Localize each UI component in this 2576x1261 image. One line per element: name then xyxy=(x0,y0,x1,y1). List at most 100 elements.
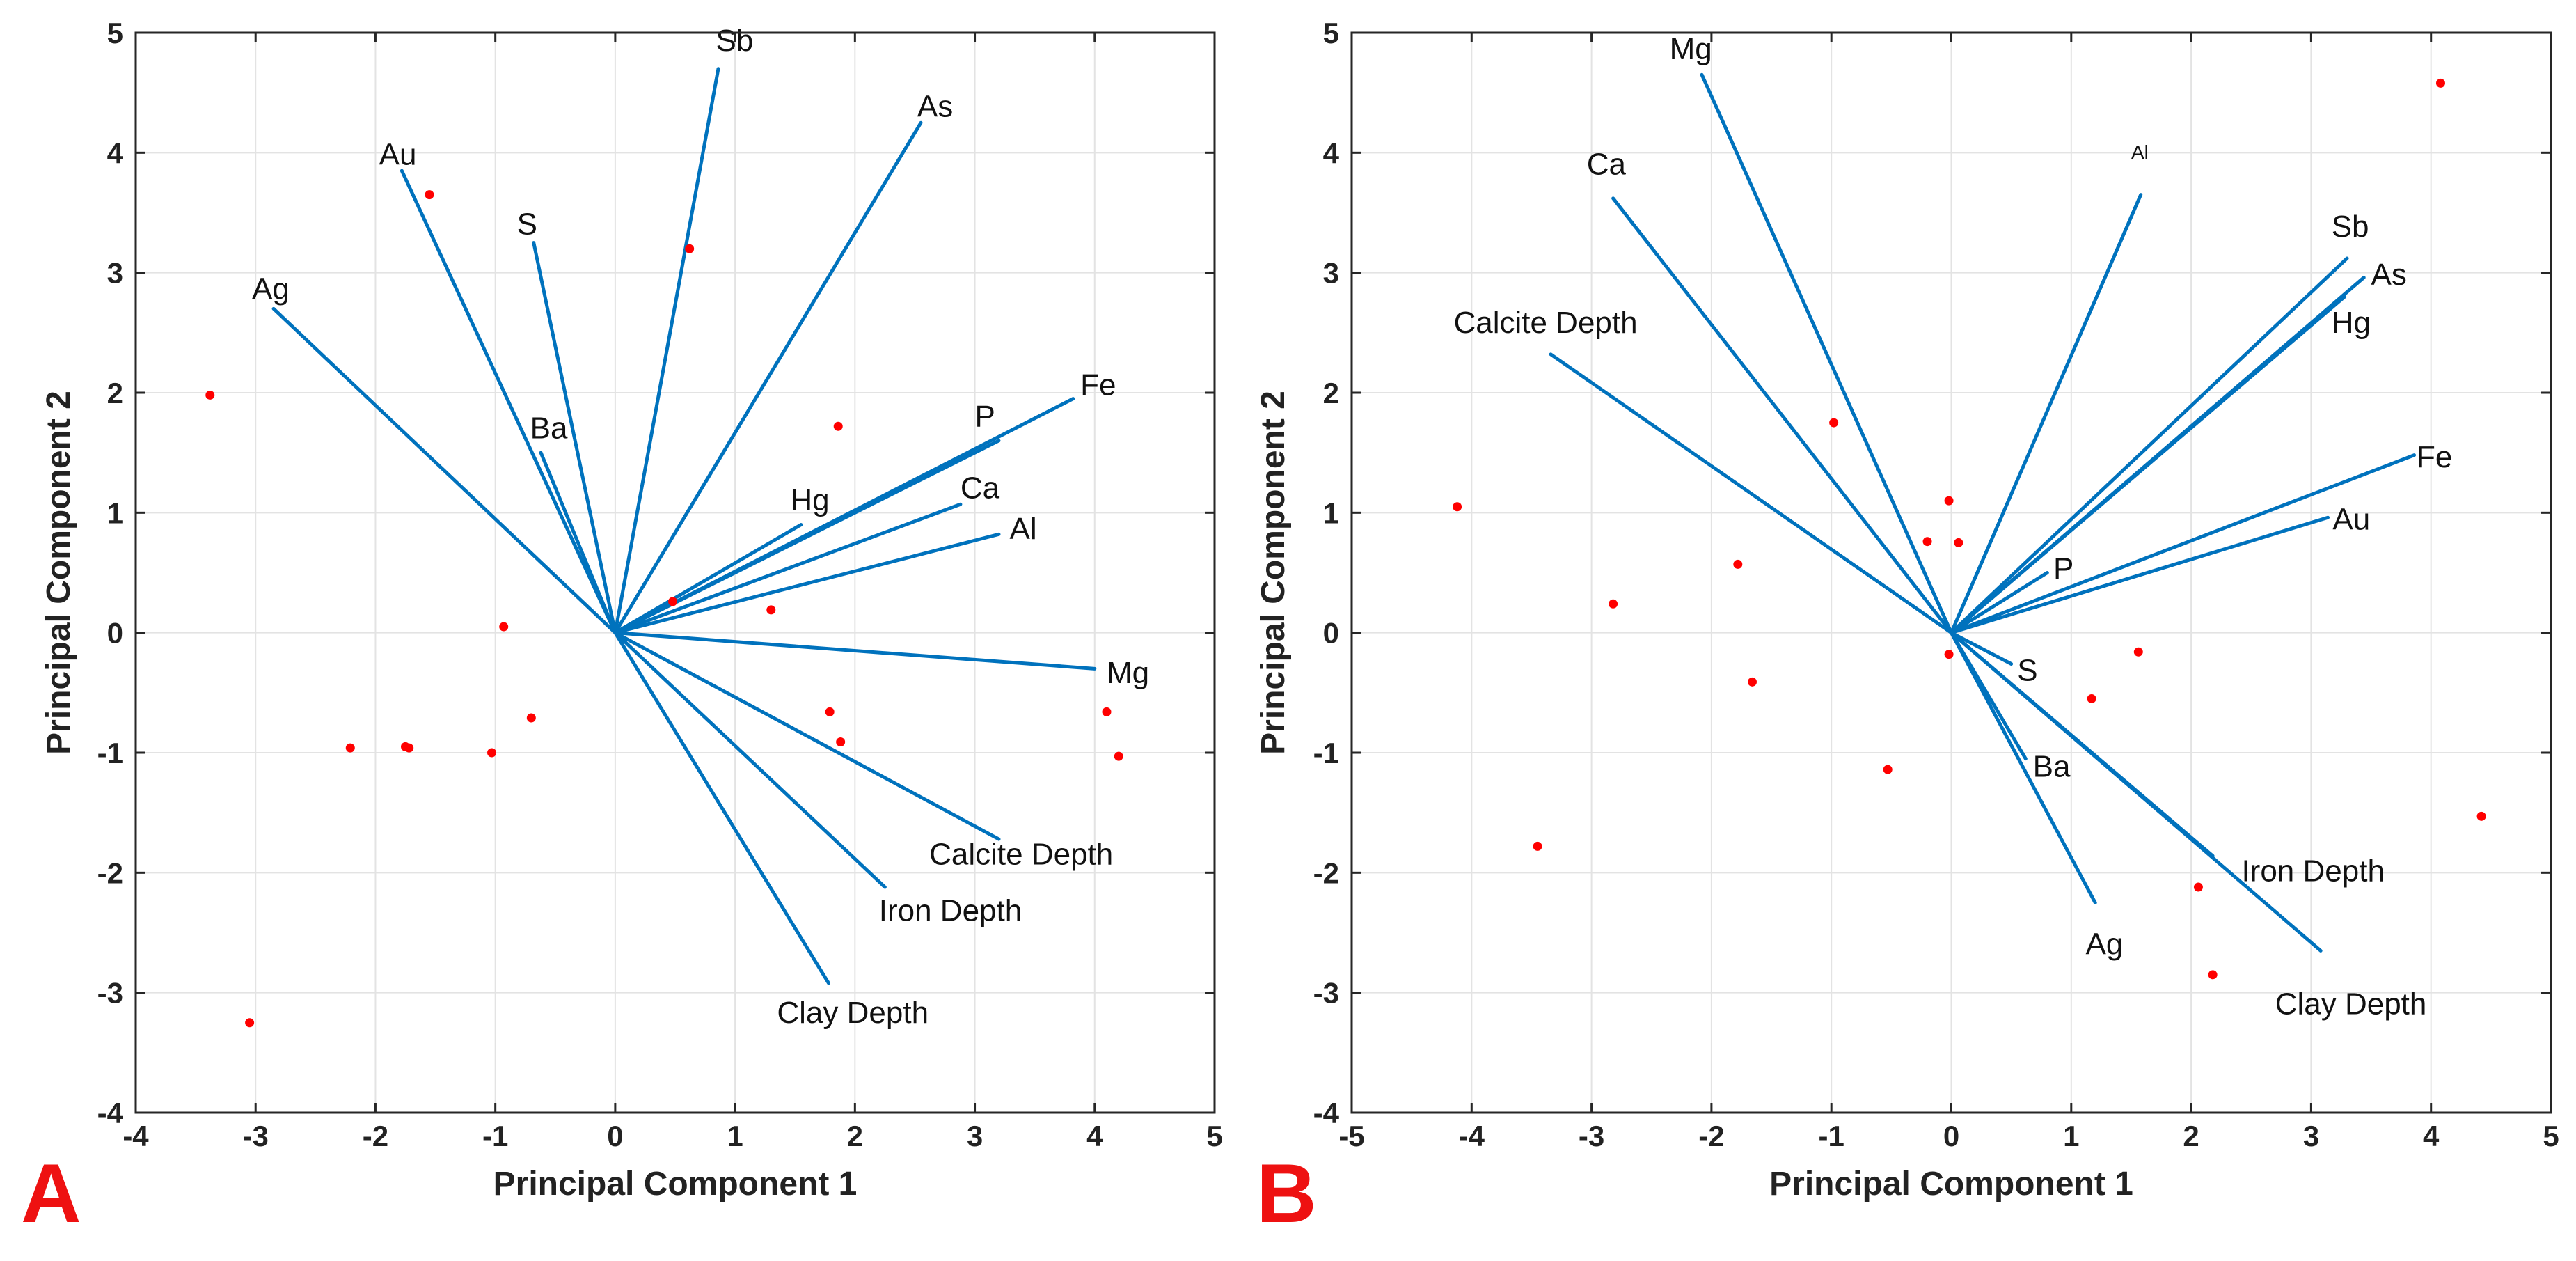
loading-label-iron-depth: Iron Depth xyxy=(2241,854,2384,888)
loading-label-calcite-depth: Calcite Depth xyxy=(1453,306,1637,340)
x-tick-label: 0 xyxy=(1943,1120,1959,1152)
loading-vector-s xyxy=(1950,631,2014,666)
score-point xyxy=(668,597,678,606)
score-point xyxy=(1453,502,1462,512)
loading-vector-p xyxy=(1950,571,2049,635)
x-tick-label: -4 xyxy=(123,1120,149,1152)
loading-label-p: P xyxy=(2053,551,2073,586)
loading-vector-ag xyxy=(1950,631,2097,904)
y-tick-label: -3 xyxy=(1313,977,1339,1010)
x-tick-label: 0 xyxy=(607,1120,623,1152)
loading-label-s: S xyxy=(517,207,537,242)
x-tick-label: 2 xyxy=(2183,1120,2199,1152)
y-tick-label: 3 xyxy=(1323,257,1339,290)
loading-label-mg: Mg xyxy=(1670,32,1712,66)
x-axis-label: Principal Component 1 xyxy=(493,1166,858,1203)
score-point xyxy=(1922,537,1932,547)
x-tick-label: -5 xyxy=(1338,1120,1364,1152)
loading-label-as: As xyxy=(2371,258,2407,292)
loading-label-fe: Fe xyxy=(1080,368,1116,402)
loading-vector-p xyxy=(613,439,1001,635)
score-point xyxy=(1944,650,1954,659)
loading-label-au: Au xyxy=(2332,502,2370,536)
score-point xyxy=(425,190,434,200)
loading-vector-al xyxy=(613,532,1001,635)
y-tick-label: -1 xyxy=(1313,737,1339,769)
score-point xyxy=(1114,751,1123,761)
loading-vector-calcite-depth xyxy=(1549,352,1953,635)
x-tick-label: 1 xyxy=(2063,1120,2079,1152)
score-point xyxy=(1829,418,1839,428)
x-tick-label: 5 xyxy=(1206,1120,1222,1152)
loading-label-mg: Mg xyxy=(1107,656,1149,690)
score-point xyxy=(245,1018,255,1028)
y-tick-label: 2 xyxy=(107,377,123,409)
x-tick-label: -2 xyxy=(1698,1120,1724,1152)
x-tick-label: -3 xyxy=(243,1120,269,1152)
loading-vector-al xyxy=(1950,193,2143,635)
loading-vector-sb xyxy=(613,67,720,635)
y-tick-label: -2 xyxy=(1313,856,1339,889)
loading-label-clay-depth: Clay Depth xyxy=(777,996,929,1030)
score-point xyxy=(766,605,776,615)
loading-vector-ca xyxy=(1611,196,1953,635)
x-tick-label: -3 xyxy=(1579,1120,1604,1152)
y-tick-label: 2 xyxy=(1323,377,1339,409)
score-point xyxy=(2193,882,2203,892)
y-tick-label: 5 xyxy=(107,17,123,49)
score-point xyxy=(2476,811,2486,821)
score-point xyxy=(345,743,355,753)
y-tick-label: 3 xyxy=(107,257,123,290)
loading-vector-ba xyxy=(539,451,617,635)
x-axis-label: Principal Component 1 xyxy=(1769,1166,2133,1203)
loading-label-hg: Hg xyxy=(790,483,829,517)
score-point xyxy=(1747,677,1757,687)
score-point xyxy=(1533,841,1542,851)
score-point xyxy=(1883,765,1893,774)
loading-vector-clay-depth xyxy=(1950,631,2323,953)
loading-vector-hg xyxy=(613,523,803,635)
score-point xyxy=(1944,496,1954,506)
panel-letter: A xyxy=(21,1147,81,1240)
plot-frame xyxy=(134,31,1216,1114)
y-axis-label: Principal Component 2 xyxy=(40,391,77,755)
score-point xyxy=(685,244,695,253)
loading-label-as: As xyxy=(917,90,953,124)
score-point xyxy=(833,421,843,431)
loading-label-al: Al xyxy=(2131,141,2149,163)
score-point xyxy=(526,713,536,723)
x-tick-label: -1 xyxy=(1819,1120,1844,1152)
plot-frame xyxy=(1350,31,2552,1114)
y-tick-label: -2 xyxy=(97,856,123,889)
y-tick-label: 1 xyxy=(107,496,123,529)
loading-label-ca: Ca xyxy=(961,471,1000,506)
loading-label-s: S xyxy=(2017,654,2037,688)
y-tick-label: 1 xyxy=(1323,496,1339,529)
loading-label-fe: Fe xyxy=(2417,440,2452,474)
loading-vector-au xyxy=(400,169,617,635)
score-point xyxy=(499,622,509,632)
loading-vector-as xyxy=(613,120,923,635)
x-tick-label: -1 xyxy=(482,1120,508,1152)
y-tick-label: -1 xyxy=(97,737,123,769)
loading-label-sb: Sb xyxy=(716,24,754,58)
loading-label-iron-depth: Iron Depth xyxy=(879,893,1022,927)
loading-label-hg: Hg xyxy=(2332,306,2371,340)
x-tick-label: 3 xyxy=(967,1120,983,1152)
x-tick-label: 4 xyxy=(1086,1120,1103,1152)
score-point xyxy=(1954,538,1963,547)
x-tick-label: -4 xyxy=(1459,1120,1485,1152)
score-point xyxy=(2133,647,2143,657)
y-tick-label: 0 xyxy=(1323,617,1339,650)
score-point xyxy=(2435,78,2445,88)
panel-letter: B xyxy=(1256,1147,1317,1240)
loading-label-ca: Ca xyxy=(1587,147,1627,181)
loading-label-calcite-depth: Calcite Depth xyxy=(929,837,1113,871)
loading-label-p: P xyxy=(975,399,995,433)
loading-vector-ag xyxy=(271,306,617,635)
loading-vector-au xyxy=(1950,515,2330,635)
score-point xyxy=(1609,599,1618,609)
y-tick-label: -3 xyxy=(97,977,123,1010)
